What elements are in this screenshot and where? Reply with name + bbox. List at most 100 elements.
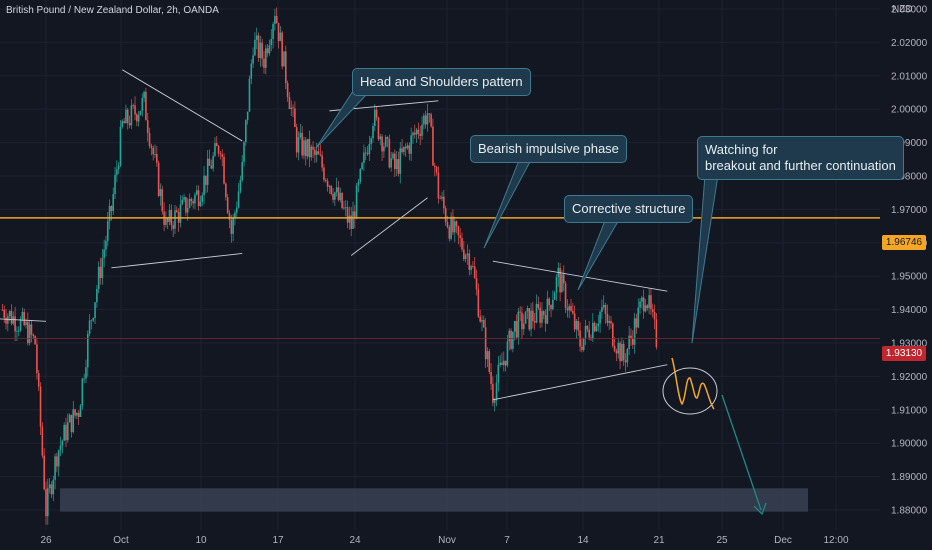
y-tick-label: 1.97000 <box>891 205 928 216</box>
candle-body <box>390 158 392 168</box>
candle-body <box>254 39 256 56</box>
candle-body <box>105 240 107 250</box>
candle-body <box>330 185 333 194</box>
candle-body <box>446 222 449 228</box>
y-tick-label: 2.00000 <box>891 105 928 116</box>
candle-body <box>337 187 340 201</box>
candle-body <box>137 115 140 122</box>
candle-body <box>552 299 554 310</box>
candle-body <box>374 109 376 127</box>
candle-body <box>368 144 371 155</box>
candle-body <box>504 360 507 366</box>
candle-body <box>94 302 96 318</box>
candle-body <box>234 212 236 218</box>
candle-body <box>252 55 254 64</box>
candle-body <box>468 253 471 270</box>
candle-body <box>148 133 151 147</box>
candle-body <box>32 334 35 337</box>
candle-body <box>43 455 45 490</box>
candle-body <box>168 210 171 222</box>
callout-head-shoulders[interactable]: Head and Shoulders pattern <box>352 68 531 96</box>
candle-body <box>326 181 329 187</box>
candle-body <box>642 297 645 312</box>
trendline <box>492 260 668 292</box>
candle-body <box>103 249 105 259</box>
y-tick-label: 1.94000 <box>891 305 928 316</box>
candle-body <box>195 190 198 195</box>
y-tick-label: 1.93000 <box>891 339 928 350</box>
candle-body <box>395 159 398 170</box>
callout-bearish-phase[interactable]: Bearish impulsive phase <box>470 135 627 163</box>
candle-body <box>172 224 174 229</box>
callout-watching-line2: breakout and further continuation <box>705 158 896 173</box>
candle-body <box>537 303 540 308</box>
candle-body <box>166 218 169 222</box>
projection-squiggle <box>671 357 715 410</box>
candle-body <box>441 196 443 199</box>
candle-body <box>283 51 285 67</box>
candle-body <box>581 346 583 351</box>
candle-body <box>201 195 204 202</box>
candle-body <box>219 153 222 155</box>
candle-body <box>7 316 9 324</box>
candle-body <box>285 51 287 84</box>
candle-body <box>604 304 607 314</box>
candle-body <box>613 345 616 351</box>
candle-body <box>357 181 360 186</box>
price-axis[interactable] <box>880 0 932 550</box>
candle-body <box>101 258 104 278</box>
candle-body <box>524 311 527 324</box>
candle-body <box>116 169 118 175</box>
projection-arrow-line <box>721 394 762 511</box>
candle-body <box>59 445 62 451</box>
candle-body <box>215 143 218 147</box>
candle-body <box>257 35 260 58</box>
candle-body <box>530 310 532 330</box>
candle-body <box>621 343 623 362</box>
candle-body <box>542 311 545 316</box>
candle-body <box>92 317 95 321</box>
candle-body <box>272 24 274 39</box>
candle-body <box>466 253 469 256</box>
candle-body <box>584 325 587 338</box>
candle-body <box>221 154 224 157</box>
candle-body <box>83 378 85 380</box>
candle-body <box>203 175 205 196</box>
candle-body <box>364 152 367 154</box>
candle-body <box>76 412 78 416</box>
candle-body <box>631 337 634 345</box>
candle-body <box>413 132 416 135</box>
candle-body <box>303 140 305 156</box>
candle-body <box>541 311 543 323</box>
y-tick-label: 2.03000 <box>891 5 928 16</box>
candle-body <box>14 316 16 332</box>
candle-body <box>499 362 501 365</box>
candle-body <box>261 42 263 59</box>
candle-body <box>650 295 652 310</box>
candle-body <box>248 78 251 112</box>
candle-body <box>65 424 67 441</box>
candle-body <box>339 192 342 201</box>
candle-body <box>503 360 505 366</box>
candle-body <box>572 310 574 314</box>
candle-body <box>461 237 463 250</box>
y-tick-label: 1.91000 <box>891 405 928 416</box>
candle-body <box>630 335 632 338</box>
candle-body <box>114 174 116 195</box>
candle-body <box>490 371 492 384</box>
candle-body <box>86 333 89 368</box>
candle-body <box>481 319 483 322</box>
y-tick-label: 2.02000 <box>891 38 928 49</box>
candle-body <box>90 320 93 322</box>
candle-body <box>452 216 454 233</box>
candle-body <box>501 362 503 366</box>
candle-body <box>539 307 541 323</box>
candle-body <box>123 121 125 124</box>
candle-body <box>265 48 267 68</box>
callout-corrective[interactable]: Corrective structure <box>564 195 694 223</box>
candle-body <box>279 32 282 42</box>
candle-body <box>321 155 323 168</box>
candle-body <box>592 322 594 340</box>
callout-watching[interactable]: Watching for breakout and further contin… <box>697 136 904 180</box>
candle-body <box>1 309 4 311</box>
